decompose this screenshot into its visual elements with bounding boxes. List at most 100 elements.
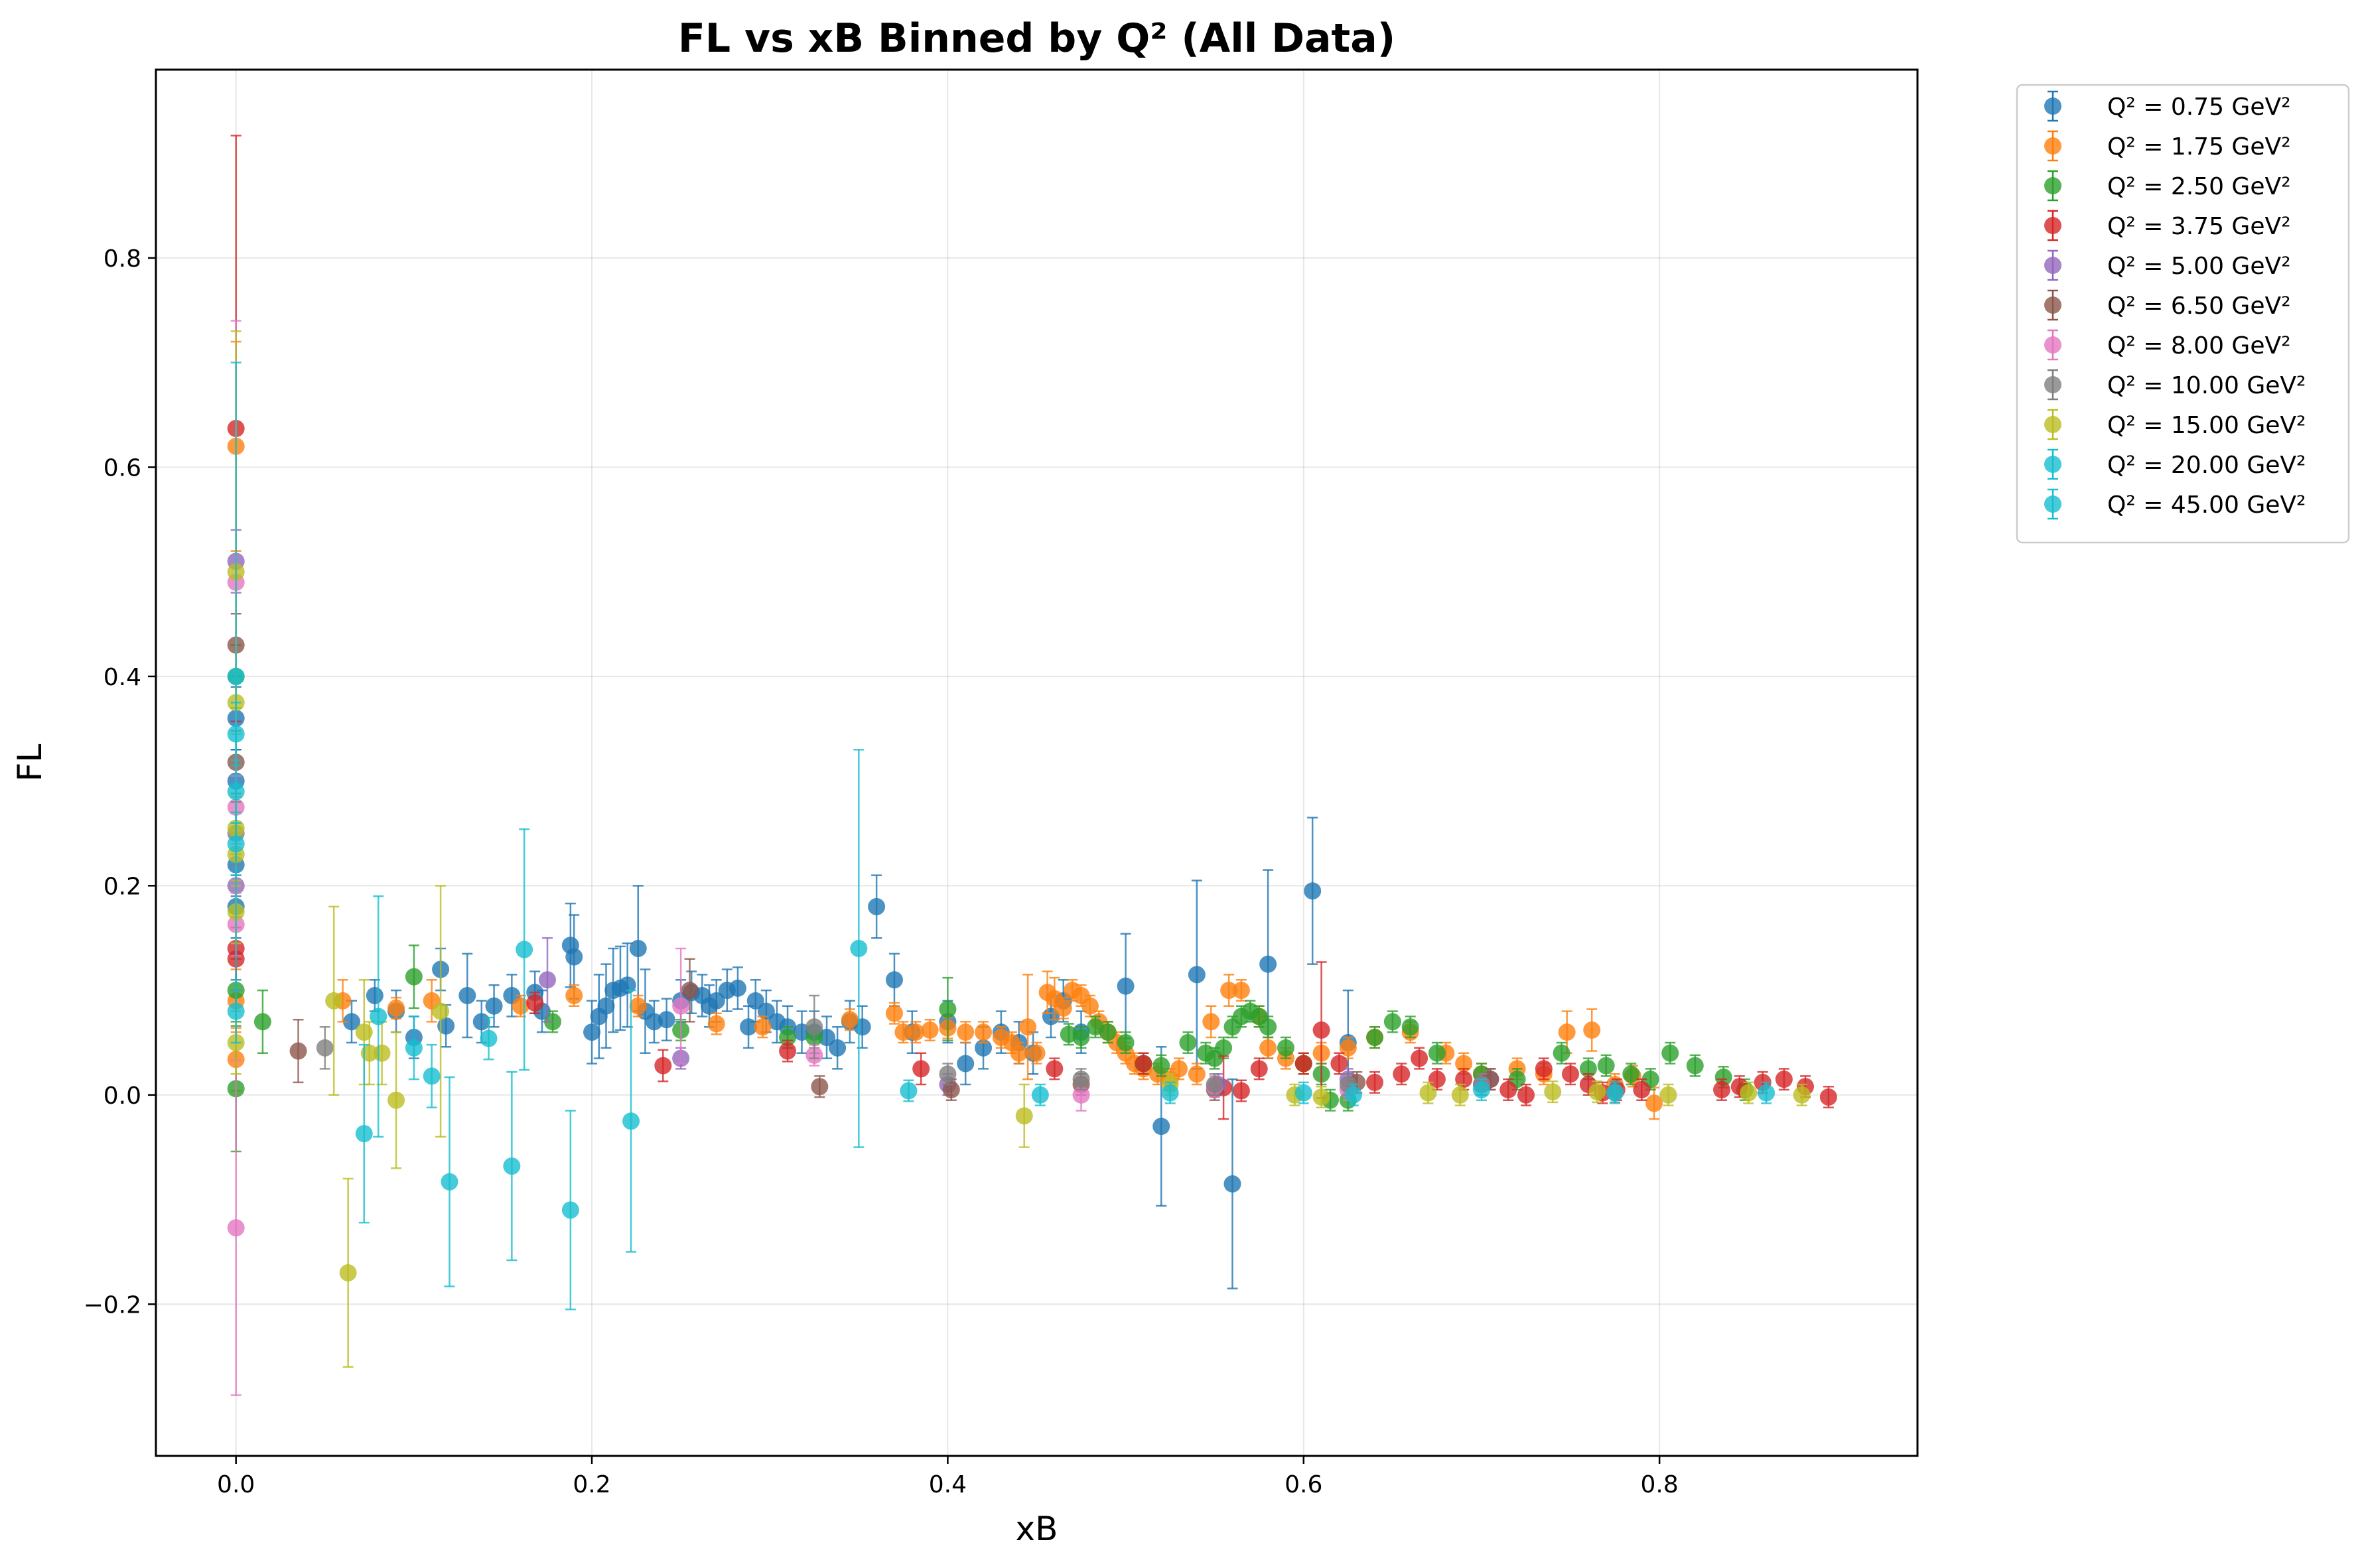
marker	[325, 992, 343, 1010]
marker	[597, 997, 615, 1015]
marker	[227, 783, 245, 801]
legend-marker	[2044, 336, 2061, 354]
marker	[957, 1055, 975, 1073]
data-point	[818, 1015, 836, 1059]
marker	[437, 1017, 455, 1035]
data-point	[658, 998, 675, 1042]
marker	[1553, 1044, 1570, 1062]
data-point	[868, 874, 886, 939]
marker	[1099, 1023, 1117, 1041]
data-point	[850, 749, 868, 1148]
marker	[405, 1039, 423, 1057]
marker	[1170, 1060, 1188, 1078]
data-point	[1659, 1083, 1677, 1106]
legend-label: Q² = 20.00 GeV²	[2107, 452, 2306, 479]
marker	[526, 994, 544, 1012]
data-point	[1597, 1054, 1615, 1077]
data-point	[1740, 1081, 1758, 1104]
marker	[975, 1039, 993, 1057]
data-point	[1019, 974, 1037, 1080]
marker	[1686, 1057, 1704, 1075]
data-point	[1081, 994, 1099, 1017]
marker	[1117, 1033, 1135, 1051]
marker	[829, 1039, 847, 1057]
y-tick-label: −0.2	[84, 1291, 141, 1319]
marker	[942, 1080, 960, 1098]
data-point	[1312, 1085, 1330, 1108]
data-point	[1535, 1057, 1553, 1080]
series-9	[227, 361, 1775, 1311]
data-point	[458, 952, 476, 1039]
legend-marker	[2044, 177, 2061, 194]
marker	[1606, 1084, 1624, 1102]
data-point	[1277, 1036, 1294, 1059]
marker	[885, 971, 903, 989]
marker	[1419, 1084, 1437, 1102]
marker	[565, 986, 583, 1004]
marker	[900, 1082, 918, 1100]
data-point	[1330, 1052, 1348, 1075]
marker	[818, 1029, 836, 1047]
marker	[907, 1023, 925, 1041]
data-point	[387, 996, 405, 1019]
marker	[1535, 1060, 1553, 1078]
data-point	[561, 1110, 579, 1311]
marker	[746, 992, 764, 1010]
marker	[740, 1018, 758, 1036]
data-point	[841, 1008, 859, 1031]
x-axis-label: xB	[1016, 1510, 1058, 1548]
data-point	[1179, 1031, 1197, 1054]
data-point	[1010, 1041, 1028, 1065]
marker	[1312, 1088, 1330, 1106]
data-point	[1206, 1073, 1223, 1096]
marker	[373, 1044, 391, 1062]
data-point	[1170, 1057, 1188, 1080]
marker	[1455, 1071, 1473, 1088]
marker	[912, 1060, 930, 1078]
marker	[355, 1023, 373, 1041]
data-point	[1223, 1078, 1241, 1289]
data-point	[1661, 1041, 1679, 1065]
data-point	[1562, 1063, 1580, 1086]
data-point	[1220, 974, 1238, 1007]
legend-item: Q² = 10.00 GeV²	[2044, 369, 2306, 401]
data-point	[672, 947, 690, 1065]
marker	[1455, 1055, 1473, 1073]
data-point	[343, 1000, 360, 1044]
data-point	[1232, 979, 1250, 1002]
data-point	[1383, 1010, 1401, 1033]
data-point	[1499, 1078, 1517, 1101]
marker	[1215, 1039, 1233, 1057]
marker	[1330, 1055, 1348, 1073]
y-tick-label: 0.4	[104, 664, 141, 691]
data-point	[405, 1015, 423, 1080]
data-point	[622, 989, 640, 1253]
data-point	[729, 966, 746, 1010]
data-point	[707, 1012, 725, 1035]
data-point	[681, 958, 699, 1023]
marker	[629, 939, 647, 957]
marker	[1232, 982, 1250, 1000]
marker	[779, 1029, 797, 1047]
y-tick-label: 0.2	[104, 873, 141, 900]
chart-title: FL vs xB Binned by Q² (All Data)	[678, 15, 1395, 62]
marker	[1081, 997, 1099, 1015]
data-point	[1294, 1081, 1312, 1104]
y-tick-label: 0.8	[104, 245, 141, 273]
legend-label: Q² = 6.50 GeV²	[2107, 293, 2291, 320]
data-point	[1152, 1054, 1170, 1077]
data-point	[654, 1049, 672, 1082]
marker	[512, 997, 529, 1015]
data-point	[1259, 1015, 1277, 1039]
marker	[1223, 1175, 1241, 1193]
legend-item: Q² = 2.50 GeV²	[2044, 170, 2291, 202]
marker	[503, 1157, 521, 1175]
marker	[618, 976, 636, 994]
data-point	[811, 1075, 829, 1098]
data-point	[1393, 1063, 1411, 1086]
legend-label: Q² = 2.50 GeV²	[2107, 173, 2291, 200]
data-point	[1544, 1080, 1562, 1104]
marker	[939, 1065, 957, 1083]
marker	[811, 1078, 829, 1096]
